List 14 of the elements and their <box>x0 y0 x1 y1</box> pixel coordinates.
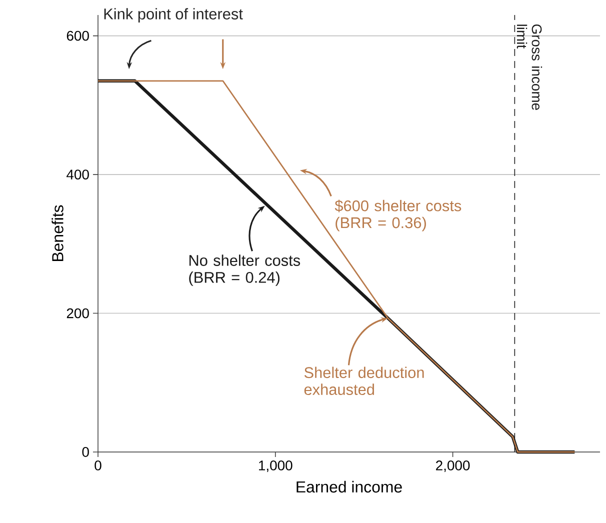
y-tick-label: 600 <box>66 30 89 41</box>
y-axis-title: Benefits <box>52 205 64 261</box>
series-label: $600 shelter costs (BRR = 0.36) <box>334 200 462 232</box>
annotation: Kink point of interest <box>104 8 243 23</box>
series-label: No shelter costs (BRR = 0.24) <box>189 254 300 286</box>
x-axis-title: Earned income <box>296 480 402 493</box>
x-tick-label: 2,000 <box>436 460 470 472</box>
y-tick-label: 400 <box>66 170 89 180</box>
y-tick-label: 200 <box>66 308 89 318</box>
x-tick-label: 1,000 <box>259 460 292 472</box>
annotation: Shelter deduction exhausted <box>304 366 424 396</box>
y-tick-label: 0 <box>82 447 89 457</box>
ref-line-label: Gross income limit <box>516 24 542 110</box>
x-tick-label: 0 <box>94 460 102 470</box>
